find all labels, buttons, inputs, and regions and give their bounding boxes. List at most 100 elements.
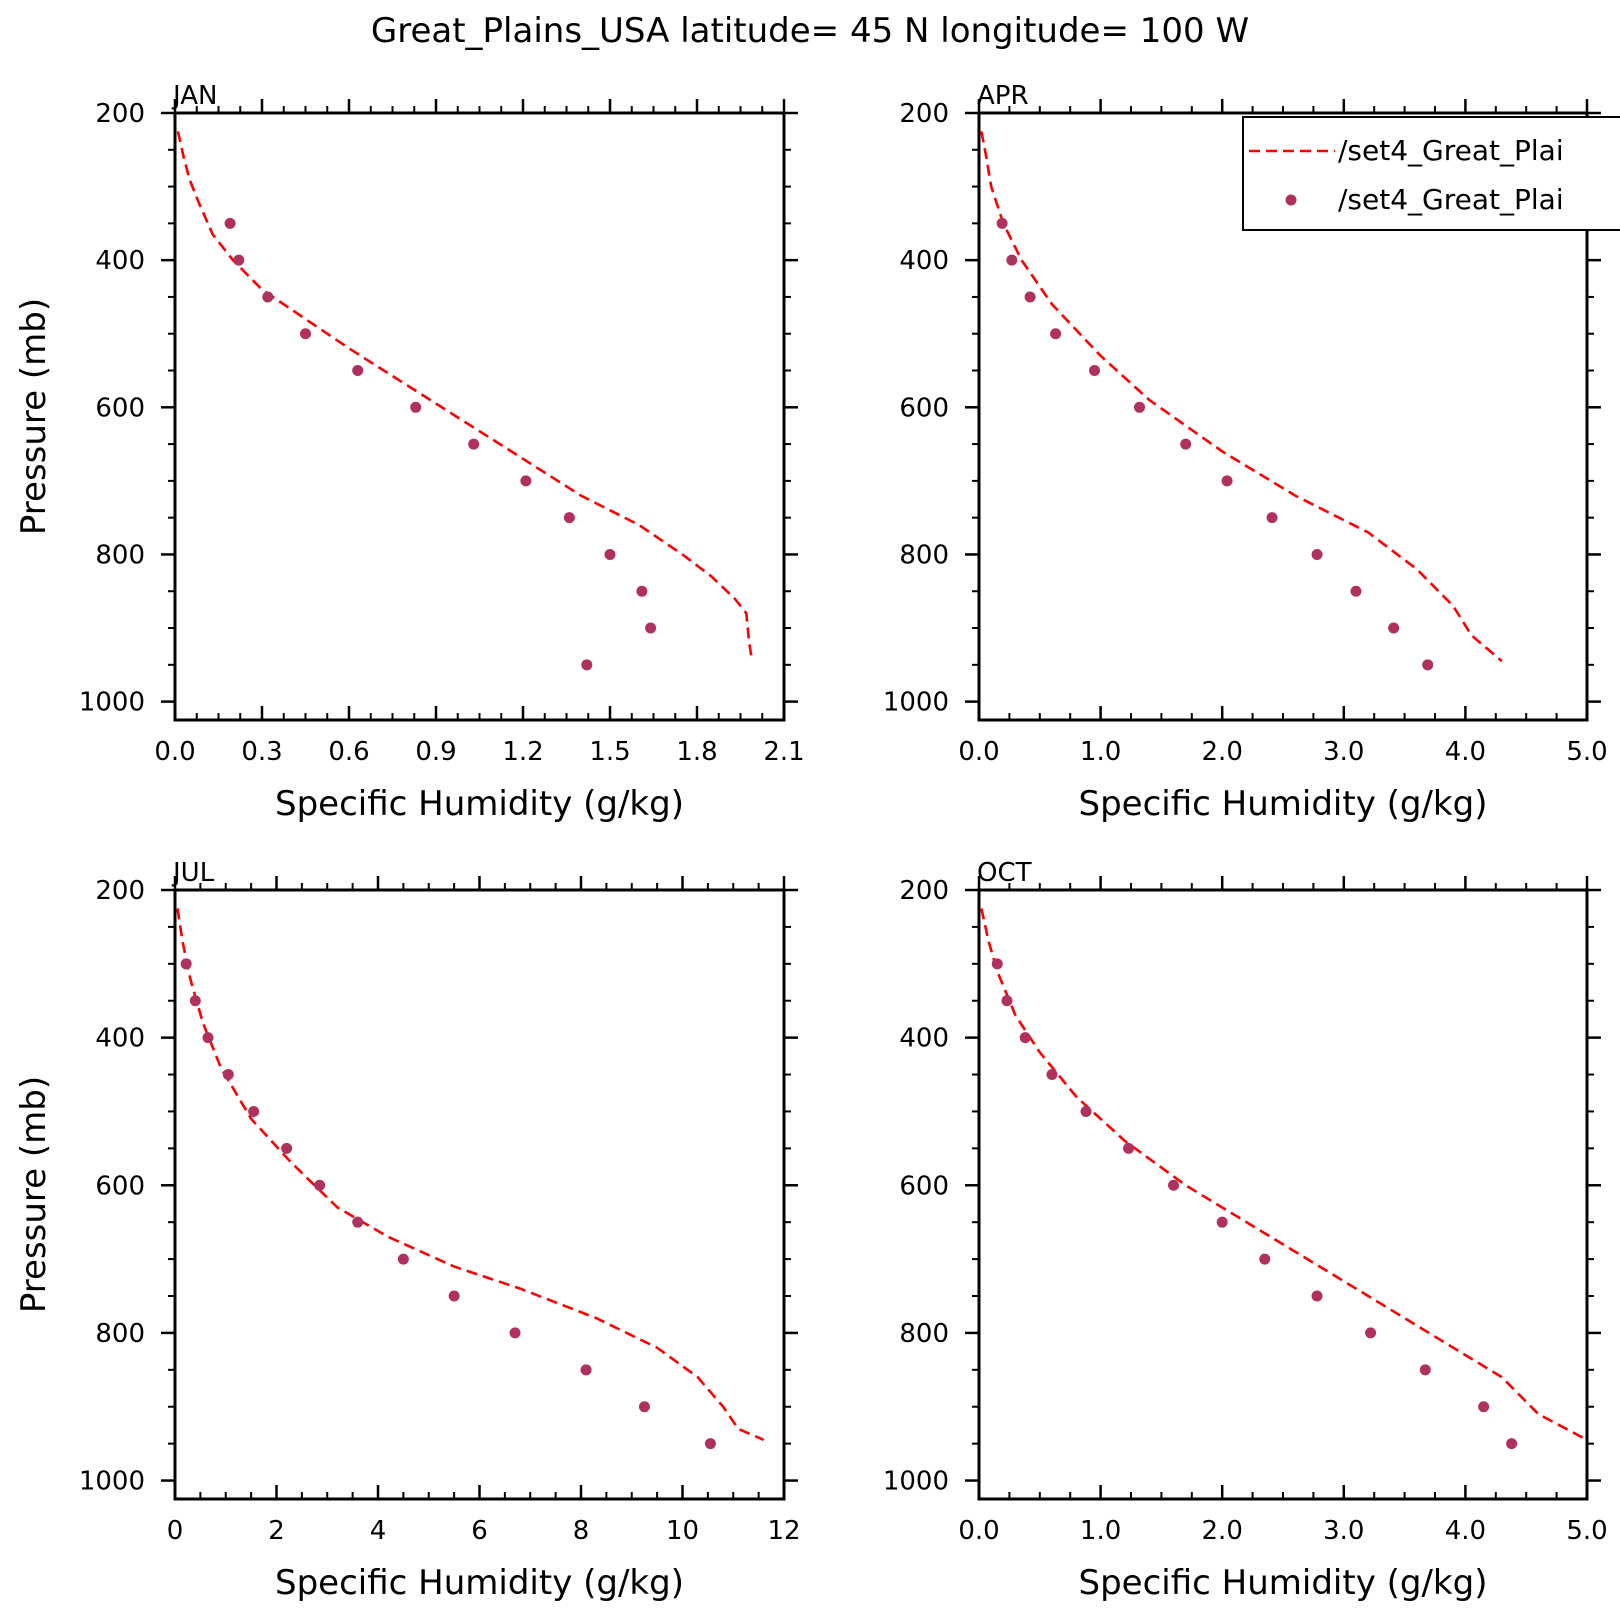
- obs-point: [1266, 512, 1278, 524]
- panel-apr: APR 0.0 1.0 2.0 3.0 4.0 5.0 200 400 600 800 1000 Spe…: [883, 81, 1608, 824]
- y-tick-label: 800: [899, 540, 949, 570]
- obs-point: [1422, 659, 1434, 671]
- x-tick-label: 1.2: [502, 737, 543, 767]
- x-tick-label: 5.0: [1566, 737, 1607, 767]
- x-tick-label: 0.0: [154, 737, 195, 767]
- obs-point: [581, 659, 593, 671]
- obs-point: [233, 254, 245, 266]
- legend-label-obs: /set4_Great_Plai: [1338, 183, 1564, 216]
- x-tick-label: 1.0: [1080, 1516, 1121, 1546]
- x-tick-label: 1.8: [676, 737, 717, 767]
- obs-point: [1168, 1179, 1180, 1191]
- obs-point: [352, 1216, 364, 1228]
- x-tick-label: 0.0: [958, 737, 999, 767]
- obs-point: [1001, 995, 1013, 1007]
- obs-point: [1006, 254, 1018, 266]
- x-tick-label: 4.0: [1445, 737, 1486, 767]
- obs-point: [1180, 438, 1192, 450]
- y-tick-label: 600: [95, 1171, 145, 1201]
- obs-point: [645, 622, 657, 634]
- legend-label-model: /set4_Great_Plai: [1338, 134, 1564, 167]
- x-axis-label: Specific Humidity (g/kg): [275, 784, 684, 824]
- obs-point: [1221, 475, 1233, 487]
- legend: /set4_Great_Plai/set4_Great_Plai: [1242, 116, 1620, 231]
- panel-oct: OCT 0.0 1.0 2.0 3.0 4.0 5.0 200 400 600 800 1000 Spe…: [883, 858, 1608, 1603]
- x-tick-label: 0.0: [958, 1516, 999, 1546]
- obs-point: [189, 995, 201, 1007]
- obs-point: [222, 1069, 234, 1081]
- y-tick-label: 200: [899, 876, 949, 906]
- obs-point: [224, 217, 236, 229]
- y-tick-label: 800: [899, 1319, 949, 1349]
- y-tick-label: 800: [95, 540, 145, 570]
- obs-point: [996, 217, 1008, 229]
- x-tick-label: 3.0: [1323, 1516, 1364, 1546]
- obs-point: [1050, 328, 1062, 340]
- obs-point: [1311, 548, 1323, 560]
- x-axis-label: Specific Humidity (g/kg): [1079, 1563, 1488, 1603]
- model-profile-line: [176, 131, 754, 662]
- obs-point: [448, 1290, 460, 1302]
- obs-point: [1388, 622, 1400, 634]
- y-axis-label: Pressure (mb): [14, 298, 54, 535]
- obs-point: [704, 1438, 716, 1450]
- x-tick-label: 2.1: [763, 737, 804, 767]
- x-tick-label: 0.9: [415, 737, 456, 767]
- panel-title: JUL: [171, 858, 215, 888]
- obs-point: [1019, 1032, 1031, 1044]
- obs-point: [180, 958, 192, 970]
- obs-point: [1080, 1105, 1092, 1117]
- x-tick-label: 12: [767, 1516, 800, 1546]
- y-tick-label: 600: [899, 393, 949, 423]
- x-tick-label: 8: [573, 1516, 590, 1546]
- x-tick-label: 2: [268, 1516, 285, 1546]
- x-tick-label: 0: [167, 1516, 184, 1546]
- obs-point: [991, 958, 1003, 970]
- obs-point: [580, 1364, 592, 1376]
- obs-point: [410, 401, 422, 413]
- panels: JAN 0.0 0.3 0.6 0.9 1.2 1.5 1.8 2.1 200 400 600 800 1…: [14, 81, 1608, 1603]
- y-tick-label: 200: [95, 876, 145, 906]
- x-tick-label: 1.5: [589, 737, 630, 767]
- obs-point: [248, 1105, 260, 1117]
- model-profile-line: [980, 131, 1503, 663]
- legend-box: [1242, 116, 1620, 231]
- obs-point: [563, 512, 575, 524]
- obs-point: [1259, 1253, 1271, 1265]
- obs-point: [314, 1179, 326, 1191]
- obs-point: [468, 438, 480, 450]
- obs-point: [1046, 1069, 1058, 1081]
- y-tick-label: 400: [95, 1024, 145, 1054]
- x-tick-label: 10: [666, 1516, 699, 1546]
- panel-title: OCT: [977, 858, 1032, 888]
- y-tick-label: 800: [95, 1319, 145, 1349]
- y-tick-label: 200: [899, 99, 949, 129]
- y-tick-label: 1000: [883, 1467, 949, 1497]
- x-axis-label: Specific Humidity (g/kg): [275, 1563, 684, 1603]
- y-tick-label: 400: [899, 246, 949, 276]
- x-tick-label: 1.0: [1080, 737, 1121, 767]
- y-tick-label: 400: [95, 246, 145, 276]
- obs-point: [1024, 291, 1036, 303]
- x-tick-label: 5.0: [1566, 1516, 1607, 1546]
- x-tick-label: 0.3: [241, 737, 282, 767]
- obs-point: [1506, 1438, 1518, 1450]
- y-axis-label: Pressure (mb): [14, 1076, 54, 1313]
- obs-point: [202, 1032, 214, 1044]
- y-tick-label: 600: [95, 393, 145, 423]
- obs-point: [397, 1253, 409, 1265]
- obs-point: [636, 585, 648, 597]
- x-tick-label: 4: [370, 1516, 387, 1546]
- obs-point: [1350, 585, 1362, 597]
- panel-title: APR: [977, 81, 1029, 111]
- obs-point: [638, 1401, 650, 1413]
- x-tick-label: 6: [471, 1516, 488, 1546]
- x-tick-label: 4.0: [1445, 1516, 1486, 1546]
- obs-point: [352, 365, 364, 377]
- plot-frame: [173, 111, 786, 722]
- obs-point: [1478, 1401, 1490, 1413]
- obs-point: [1134, 401, 1146, 413]
- obs-point: [509, 1327, 521, 1339]
- obs-point: [604, 548, 616, 560]
